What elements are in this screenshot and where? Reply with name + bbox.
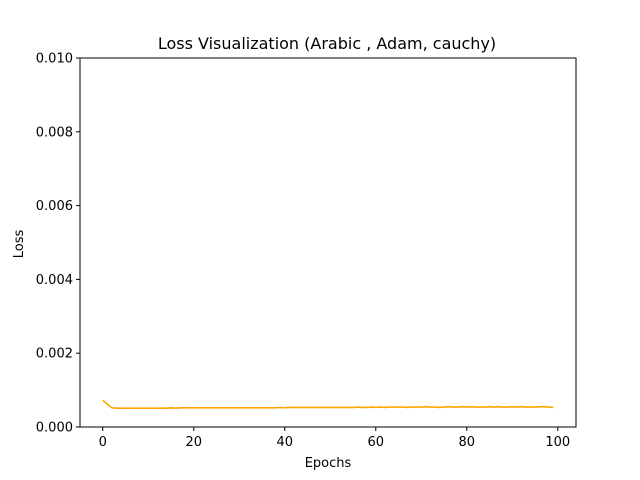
x-axis: 0 20 40 60 80 100	[99, 427, 570, 450]
y-tick-label: 0.004	[36, 273, 73, 288]
x-tick-label: 0	[99, 435, 107, 450]
x-axis-label: Epochs	[305, 456, 352, 471]
plot-area	[79, 57, 577, 428]
x-tick-label: 20	[185, 435, 202, 450]
y-tick-label: 0.008	[36, 125, 73, 140]
x-tick-label: 40	[276, 435, 293, 450]
y-axis: 0.000 0.002 0.004 0.006 0.008 0.010	[36, 52, 80, 436]
chart-title: Loss Visualization (Arabic , Adam, cauch…	[158, 34, 496, 53]
y-tick-label: 0.002	[36, 347, 73, 362]
y-axis-label: Loss	[12, 230, 27, 259]
y-tick-label: 0.006	[36, 199, 73, 214]
plot-frame	[79, 57, 577, 428]
y-tick-label: 0.010	[36, 52, 73, 67]
x-tick-label: 60	[368, 435, 385, 450]
x-tick-label: 100	[545, 435, 570, 450]
x-tick-label: 80	[459, 435, 476, 450]
y-tick-label: 0.000	[36, 421, 73, 436]
series-line-0	[102, 399, 554, 409]
